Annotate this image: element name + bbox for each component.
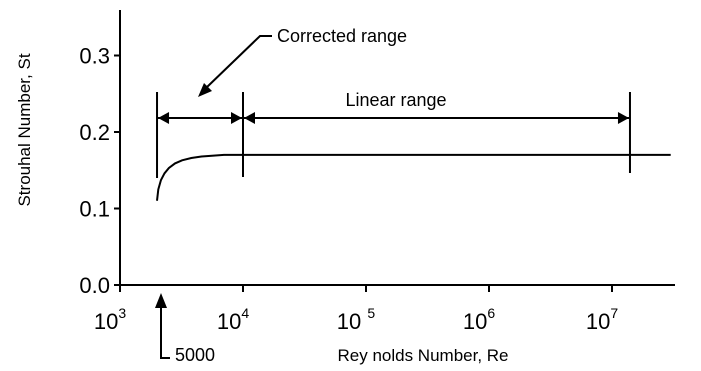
x-tick-label: 10 5 — [337, 305, 376, 334]
x-tick-label: 103 — [94, 305, 126, 334]
corrected-range-label: Corrected range — [277, 26, 407, 46]
arrowhead — [617, 112, 629, 124]
annotations — [155, 35, 631, 359]
strouhal-curve — [156, 153, 671, 201]
y-tick-label: 0.3 — [79, 44, 110, 69]
series — [156, 153, 671, 201]
arrowhead — [231, 112, 242, 124]
x-axis-title: Rey nolds Number, Re — [337, 346, 508, 365]
x-tick-label: 106 — [463, 305, 495, 334]
arrowhead — [244, 112, 255, 124]
x-tick-label: 107 — [586, 305, 618, 334]
leader-arrowhead — [198, 83, 212, 97]
y-tick-label: 0.2 — [79, 120, 110, 145]
annotation-5000: 5000 — [175, 345, 215, 365]
arrow-5000-head — [155, 293, 167, 308]
arrow-5000-line — [160, 306, 170, 359]
corrected-range-leader — [205, 35, 272, 89]
x-tick-label: 104 — [217, 305, 249, 334]
y-tick-label: 0.0 — [79, 273, 110, 298]
axes — [119, 10, 675, 286]
y-axis-title: Strouhal Number, St — [15, 53, 34, 206]
linear-range-label: Linear range — [345, 90, 446, 110]
arrowhead — [158, 112, 170, 124]
y-tick-label: 0.1 — [79, 197, 110, 222]
